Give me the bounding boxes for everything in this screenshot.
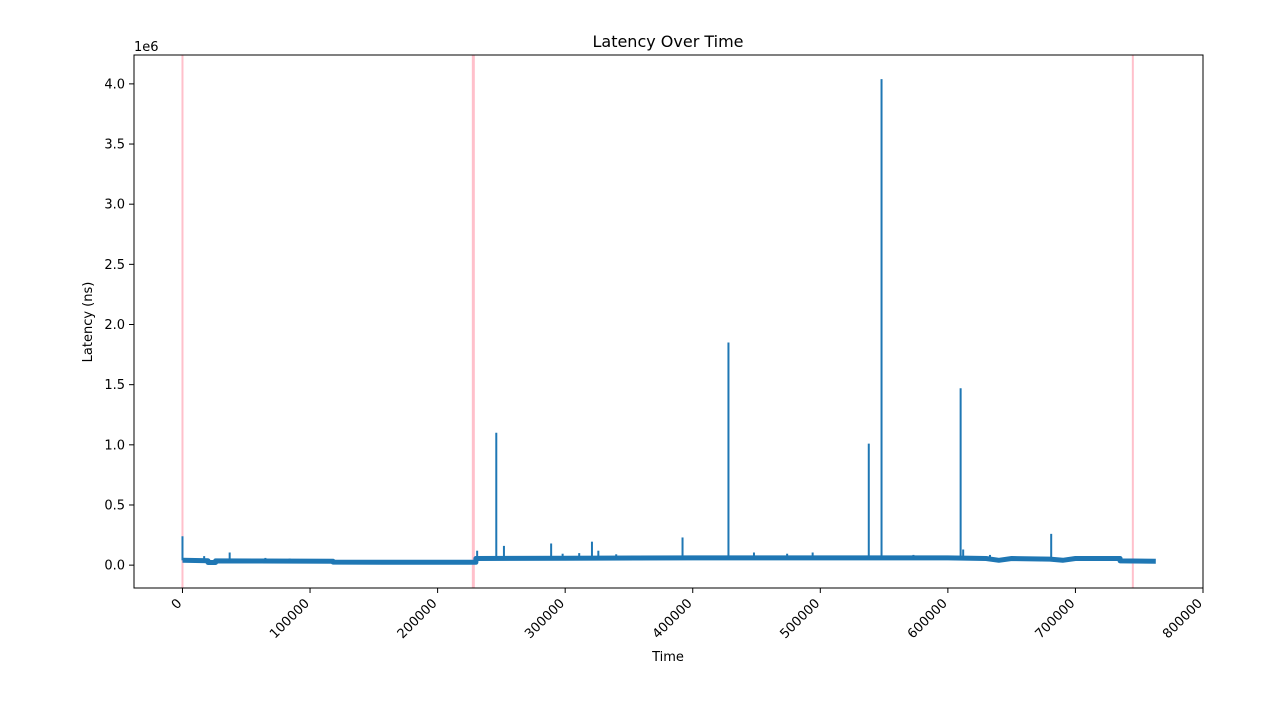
x-tick-label-3: 300000 [522,596,568,642]
y-offset-label: 1e6 [134,40,159,55]
x-tick-label-0: 0 [169,596,185,612]
y-tick-label-0: 0.0 [104,559,125,574]
x-axis: 0 100000 200000 300000 400000 500000 600000 700… [169,588,1206,642]
x-tick-label-7: 700000 [1033,596,1079,642]
y-tick-label-3: 1.5 [104,378,125,393]
y-tick-label-4: 2.0 [104,318,125,333]
plot-frame [133,54,1204,589]
series-latency [181,79,1156,565]
y-tick-label-2: 1.0 [104,438,125,453]
y-tick-label-7: 3.5 [104,138,125,153]
series-baseline [182,555,1156,565]
y-tick-label-5: 2.5 [104,258,125,273]
y-tick-label-6: 3.0 [104,198,125,213]
x-axis-label: Time [651,650,684,665]
x-tick-label-5: 500000 [777,596,823,642]
y-tick-label-8: 4.0 [104,77,125,92]
x-tick-label-6: 600000 [905,596,951,642]
x-tick-label-2: 200000 [395,596,441,642]
vertical-markers [181,55,1134,588]
y-axis: 0.0 0.5 1.0 1.5 2.0 2.5 3.0 3.5 4.0 [104,77,134,574]
y-tick-label-1: 0.5 [104,498,125,513]
x-tick-label-1: 100000 [267,596,313,642]
x-tick-label-8: 800000 [1160,596,1206,642]
x-tick-label-4: 400000 [650,596,696,642]
y-axis-label: Latency (ns) [81,282,96,363]
chart-title: Latency Over Time [592,32,743,51]
